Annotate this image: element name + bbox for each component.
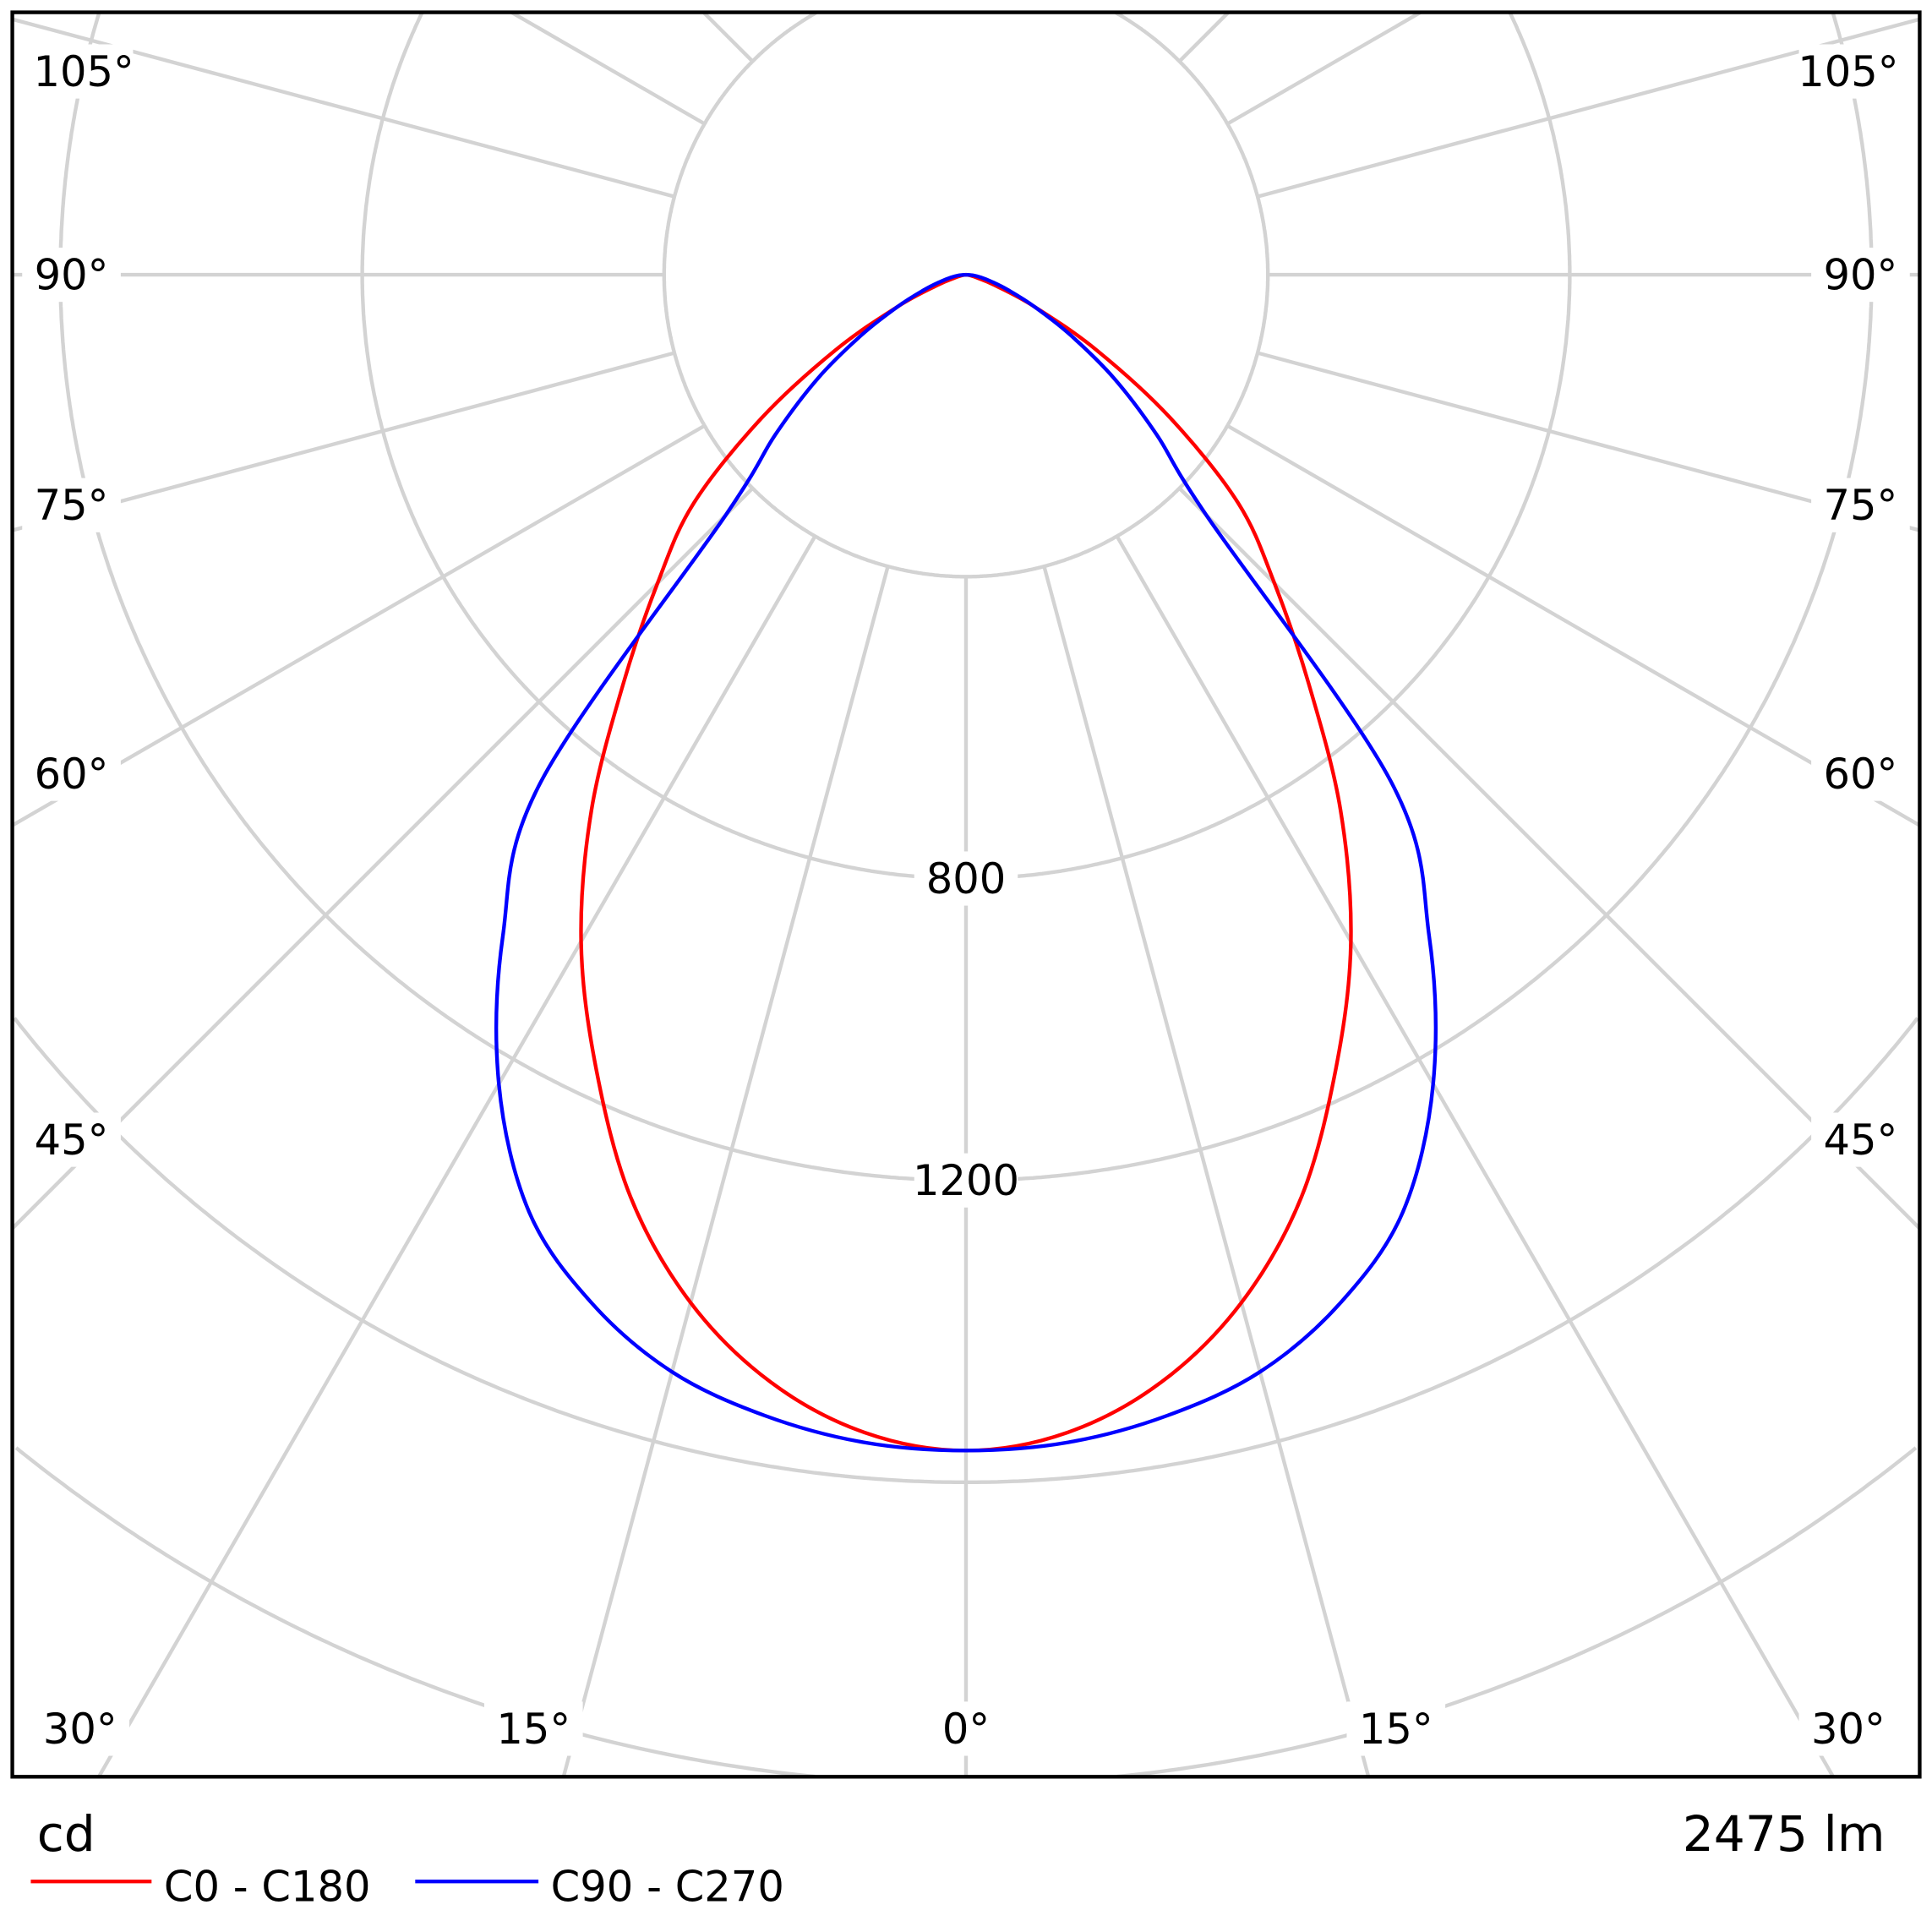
angle-label-bg bbox=[22, 478, 121, 532]
grid-ray-60 bbox=[1226, 423, 1921, 827]
legend-label-c0-c180: C0 - C180 bbox=[164, 1863, 371, 1912]
grid-ray-330 bbox=[97, 535, 817, 1778]
curves bbox=[494, 272, 1438, 1453]
angle-label-bg bbox=[1811, 1112, 1910, 1167]
angle-label-bg bbox=[1811, 248, 1910, 303]
angle-tick-label-45: 45° bbox=[1824, 1116, 1898, 1165]
legend-label-c90-c270: C90 - C270 bbox=[551, 1863, 784, 1912]
angle-tick-label-90: 90° bbox=[1824, 251, 1898, 300]
grid-ray-45 bbox=[1178, 487, 1921, 1231]
legend: C0 - C180 C90 - C270 bbox=[30, 1863, 784, 1912]
angle-label-bg bbox=[1811, 746, 1910, 801]
flux-label: 2475 lm bbox=[1683, 1805, 1886, 1863]
grid-ray-315 bbox=[11, 487, 754, 1231]
grid-ray-225 bbox=[701, 11, 754, 63]
angle-tick-label-75: 75° bbox=[1824, 481, 1898, 530]
angle-tick-label-45: 45° bbox=[35, 1116, 109, 1165]
angle-label-bg bbox=[1798, 44, 1898, 99]
angle-tick-label-75: 75° bbox=[35, 481, 109, 530]
angle-tick-label-15: 15° bbox=[496, 1705, 570, 1754]
radial-tick-label-1200: 1200 bbox=[913, 1156, 1019, 1205]
grid-ray-30 bbox=[1115, 535, 1835, 1778]
radial-label-bg bbox=[914, 851, 1018, 906]
series-curve-c90-c270 bbox=[494, 272, 1438, 1453]
angle-label-bg bbox=[1811, 478, 1910, 532]
grid-ray-345 bbox=[561, 565, 890, 1777]
grid-ray-75 bbox=[1257, 351, 1920, 532]
angle-label-bg bbox=[30, 1701, 130, 1756]
angle-tick-labels: 0° 15° 15° 30° 30° 45° 45° 60° 60° 75° 75° 90° 90° 10… bbox=[22, 44, 1910, 1756]
angle-tick-label-90: 90° bbox=[35, 251, 109, 300]
radial-tick-label-800: 800 bbox=[926, 854, 1007, 903]
grid-ray-135 bbox=[1178, 11, 1231, 63]
grid-ray-240 bbox=[510, 10, 706, 126]
unit-label: cd bbox=[37, 1805, 96, 1863]
grid-circle-400 bbox=[662, 11, 1270, 579]
angle-label-bg bbox=[1798, 1701, 1898, 1756]
grid-ray-15 bbox=[1042, 565, 1371, 1777]
angle-label-bg bbox=[22, 248, 121, 303]
plot-frame bbox=[10, 10, 1922, 1779]
angle-tick-label-30: 30° bbox=[1811, 1705, 1886, 1754]
angle-tick-label-15: 15° bbox=[1359, 1705, 1433, 1754]
angle-tick-label-0: 0° bbox=[942, 1705, 990, 1754]
angle-label-bg bbox=[483, 1701, 583, 1756]
angle-tick-label-30: 30° bbox=[43, 1705, 117, 1754]
angle-tick-label-105: 105° bbox=[1798, 47, 1898, 96]
angle-tick-label-60: 60° bbox=[35, 750, 109, 799]
grid-ray-300 bbox=[11, 423, 706, 827]
grid-circle-1600 bbox=[13, 1017, 1919, 1485]
radial-label-bg bbox=[914, 1153, 1018, 1208]
grid-circle-2000 bbox=[14, 1446, 1918, 1779]
angle-label-bg bbox=[1346, 1701, 1446, 1756]
angle-label-bg bbox=[916, 1701, 1016, 1756]
angle-tick-label-105: 105° bbox=[33, 47, 134, 96]
grid-circle-800 bbox=[360, 11, 1572, 881]
angle-label-bg bbox=[34, 44, 134, 99]
grid-ray-285 bbox=[12, 351, 675, 532]
angle-tick-label-60: 60° bbox=[1824, 750, 1898, 799]
angle-label-bg bbox=[22, 1112, 121, 1167]
angle-label-bg bbox=[22, 746, 121, 801]
grid-ray-120 bbox=[1226, 10, 1422, 126]
radial-tick-labels: 800 1200 bbox=[913, 851, 1019, 1208]
